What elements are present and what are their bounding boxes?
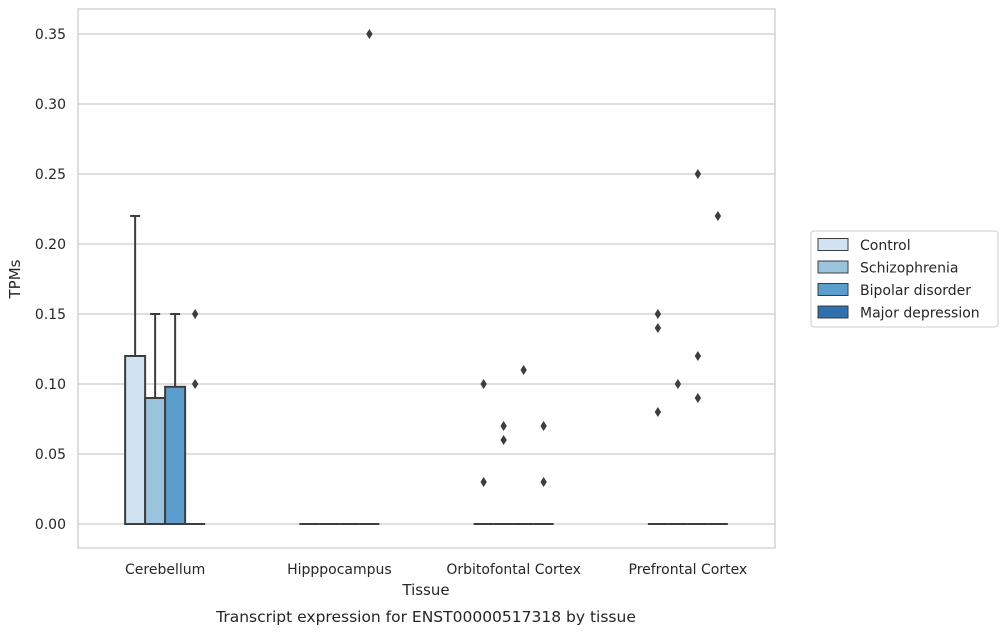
box-0-3: [185, 309, 206, 525]
outlier-point: [191, 309, 199, 319]
outlier-point: [480, 477, 487, 487]
y-tick-label: 0.15: [35, 307, 66, 323]
box-2-0: [473, 379, 494, 525]
outlier-point: [674, 379, 682, 389]
legend-item: Control: [817, 238, 911, 254]
legend-item: Schizophrenia: [817, 260, 958, 277]
box-2-2: [513, 365, 534, 525]
box-2-3: [533, 421, 554, 525]
legend-swatch: [817, 260, 849, 274]
box-0-1: [144, 313, 167, 525]
outlier-point: [540, 421, 547, 431]
box-body: [164, 385, 187, 525]
figure-caption: Transcript expression for ENST0000051731…: [215, 608, 636, 626]
x-tick-label: Cerebellum: [125, 562, 205, 578]
box-body: [144, 397, 167, 525]
outlier-point: [694, 351, 702, 361]
outlier-point: [540, 477, 547, 487]
legend-label: Bipolar disorder: [860, 283, 971, 299]
x-axis-label: Tissue: [401, 581, 449, 599]
x-tick-label: Prefrontal Cortex: [629, 562, 748, 578]
y-tick-label: 0.05: [35, 447, 66, 463]
plot-frame: [77, 8, 776, 549]
outlier-point: [480, 379, 487, 389]
box-3-0: [647, 309, 668, 525]
box-1-3: [359, 29, 380, 525]
y-tick-label: 0.30: [35, 97, 66, 113]
outlier-point: [366, 29, 373, 39]
legend-item: Bipolar disorder: [817, 283, 971, 299]
legend-swatch: [817, 305, 849, 319]
outlier-point: [654, 407, 662, 417]
box-body: [124, 355, 147, 525]
y-tick-label: 0.10: [35, 377, 66, 393]
outlier-point: [654, 309, 662, 319]
y-axis-label: TPMs: [6, 259, 24, 299]
y-tick-label: 0.35: [35, 27, 66, 43]
y-tick-label: 0.25: [35, 167, 66, 183]
outlier-point: [500, 435, 507, 445]
legend-item: Major depression: [817, 305, 980, 322]
legend-frame: [810, 230, 999, 328]
box-plot-area: [124, 29, 728, 525]
outlier-point: [694, 393, 702, 403]
legend-label: Schizophrenia: [860, 261, 958, 277]
x-tick-label: Hipppocampus: [287, 562, 392, 578]
legend-label: Control: [860, 238, 911, 254]
x-axis-ticks: Cerebellum Hipppocampus Orbitofontal Corte…: [125, 562, 747, 578]
y-axis-ticks: 0.00 0.05 0.10 0.15 0.20 0.25 0.30 0.35: [35, 27, 66, 533]
x-tick-label: Orbitofontal Cortex: [446, 562, 581, 578]
box-3-3: [707, 211, 728, 525]
box-3-1: [667, 379, 688, 525]
outlier-point: [500, 421, 507, 431]
box-3-2: [687, 169, 708, 525]
y-tick-label: 0.00: [35, 517, 66, 533]
legend-swatch: [817, 283, 849, 296]
box-0-0: [124, 215, 147, 525]
legend-swatch: [817, 238, 849, 251]
outlier-point: [520, 365, 527, 375]
legend-items: Control Schizophrenia Bipolar disorder Majo…: [817, 238, 980, 322]
box-2-1: [493, 421, 514, 525]
legend: Control Schizophrenia Bipolar disorder Majo…: [810, 230, 999, 328]
outlier-point: [654, 323, 662, 333]
y-tick-label: 0.20: [35, 237, 66, 253]
outlier-point: [191, 379, 199, 389]
outlier-point: [694, 169, 702, 179]
legend-label: Major depression: [860, 306, 980, 322]
outlier-point: [714, 211, 722, 221]
box-0-2: [164, 313, 187, 525]
